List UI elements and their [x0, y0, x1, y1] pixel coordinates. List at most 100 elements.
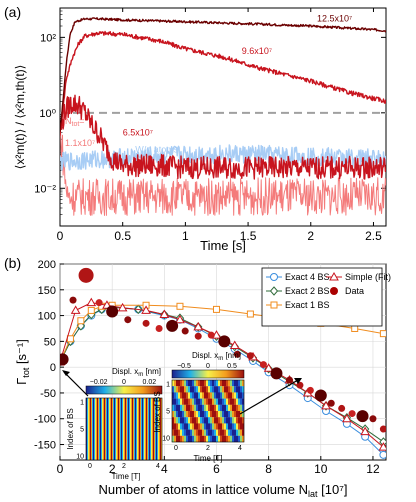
b-ytick-label: -50 — [40, 388, 56, 400]
inset-right-cell — [180, 423, 183, 430]
inset-right-cell — [192, 435, 195, 443]
inset-right-cell — [234, 386, 237, 393]
inset-ytick-label: 1 — [166, 382, 170, 389]
inset-right-cell — [182, 435, 185, 443]
inset-right-cell — [212, 398, 215, 405]
inset-left-stripe — [134, 398, 136, 460]
inset-ytick-label: 10 — [76, 454, 84, 461]
inset-right-cell — [226, 398, 229, 405]
inset-right-cell — [236, 417, 239, 424]
inset-right-cell — [230, 392, 233, 399]
legend-entry: Simple (Fit) — [345, 272, 391, 282]
inset-left-stripe — [108, 398, 110, 460]
inset-right-cell — [202, 380, 205, 387]
inset-right-cell — [182, 423, 185, 430]
a-annotation: 12.5x10⁷ — [317, 14, 352, 24]
inset-right-cell — [220, 386, 223, 393]
panel-a-label: (a) — [4, 4, 21, 20]
b-data-point — [155, 324, 163, 332]
inset-right-cell — [222, 380, 225, 387]
legend-marker — [270, 273, 278, 281]
inset-right-cell — [228, 435, 231, 443]
inset-left-stripe — [110, 398, 112, 460]
b-marker-triangle — [229, 340, 240, 349]
inset-right-xlabel: Time [T] — [193, 454, 222, 463]
inset-right-cell — [220, 423, 223, 430]
inset-right-cell — [174, 392, 177, 399]
inset-right-cell — [222, 392, 225, 399]
inset-right-cell — [184, 429, 187, 436]
inset-right-cell — [224, 435, 227, 443]
inset-right-cell — [194, 404, 197, 412]
panel-a-ylabel: ⟨x²m(t)⟩ / ⟨x²m,th(t)⟩ — [13, 65, 27, 170]
inset-right-cell — [184, 386, 187, 393]
inset-right-cell — [196, 392, 199, 399]
inset-left-stripe — [119, 398, 121, 460]
inset-right-cell — [174, 423, 177, 430]
b-data-point — [124, 316, 132, 324]
inset-right-cell — [202, 411, 205, 418]
inset-right-cell — [202, 404, 205, 412]
inset-left-stripe — [154, 398, 156, 460]
legend-marker — [330, 287, 338, 295]
b-data-point — [338, 404, 346, 412]
b-ytick-label: 0 — [50, 362, 56, 374]
inset-left-stripe — [98, 398, 100, 460]
inset-right-cell — [176, 411, 179, 418]
inset-right-cell — [238, 386, 241, 393]
inset-right-cell — [212, 380, 215, 387]
inset-right-cell — [232, 380, 235, 387]
inset-right-cell — [176, 392, 179, 399]
inset-right-cell — [208, 392, 211, 399]
inset-xtick-label: 0 — [174, 445, 178, 452]
inset-right-cell — [176, 380, 179, 387]
inset-right-cell — [228, 398, 231, 405]
inset-right-cell — [180, 417, 183, 424]
inset-ytick-label: 1 — [80, 400, 84, 407]
inset-right-cell — [184, 411, 187, 418]
inset-right-cell — [176, 386, 179, 393]
inset-right-cell — [232, 411, 235, 418]
panel-b-legend: Exact 4 BS Exact 2 BS Exact 1 BS Simple (Fi… — [261, 267, 391, 327]
b-data-point — [194, 332, 202, 340]
inset-xtick-label: 4 — [156, 463, 160, 470]
inset-right-cell — [224, 380, 227, 387]
inset-left-stripe — [143, 398, 145, 460]
inset-right-cell — [186, 423, 189, 430]
panel-a: (a) 0 0.5 1 1.5 2 2.5 10⁻² 10⁰ 10² 12.5x10⁷ 9.6x1… — [4, 4, 387, 253]
inset-right-cell — [198, 398, 201, 405]
inset-right-cell — [198, 392, 201, 399]
inset-left-stripe — [161, 398, 163, 460]
inset-right-cell — [240, 398, 243, 405]
inset-right-cell — [194, 398, 197, 405]
panel-a-frame — [59, 7, 387, 227]
inset-right-cell — [232, 435, 235, 443]
b-data-point — [369, 415, 377, 423]
inset-right-cell — [202, 435, 205, 443]
inset-left-stripe — [127, 398, 129, 460]
inset-right-cell — [176, 417, 179, 424]
inset-right-cell — [236, 380, 239, 387]
b-marker-triangle — [141, 305, 151, 314]
inset-left-stripe — [97, 398, 99, 460]
b-marker-square — [212, 305, 220, 313]
inset-right-cell — [180, 429, 183, 436]
inset-right-cell — [188, 435, 191, 443]
inset-right-cell — [220, 398, 223, 405]
inset-right-cell — [242, 398, 245, 405]
inset-right-cell — [200, 386, 203, 393]
inset-left-stripe — [141, 398, 143, 460]
a-series-4 — [60, 144, 386, 171]
inset-right-cell — [236, 404, 239, 412]
inset-right-cell — [178, 392, 181, 399]
inset-left-axes: 0 2 4 1 5 10 — [76, 397, 163, 470]
panel-a-annotations: 12.5x10⁷ 9.6x10⁷ 6.5x10⁷ Ntot= 1.1x10⁷ W/o at… — [65, 14, 352, 155]
inset-right-cell — [182, 380, 185, 387]
inset-right-cell — [242, 386, 245, 393]
inset-right-cell — [214, 386, 217, 393]
inset-right-cell — [230, 429, 233, 436]
b-ytick-label: 200 — [38, 259, 56, 271]
inset-left-stripe — [89, 398, 91, 460]
b-marker-triangle — [117, 302, 128, 312]
b-xtick-label: 12 — [366, 462, 380, 476]
